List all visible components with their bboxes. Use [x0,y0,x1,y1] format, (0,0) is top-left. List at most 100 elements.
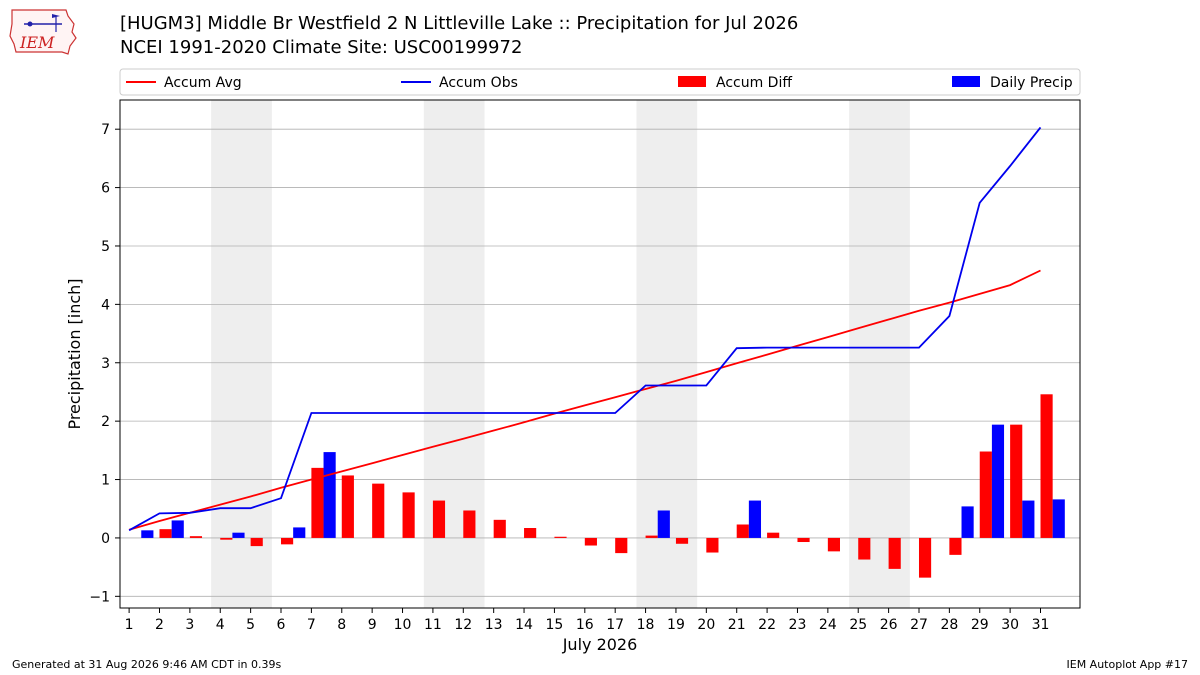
x-tick-label: 5 [246,617,255,633]
legend-label: Accum Obs [439,75,518,91]
chart-title: [HUGM3] Middle Br Westfield 2 N Littlevi… [120,12,798,60]
y-tick-label: 7 [101,122,110,138]
accum-diff-bar [918,537,932,578]
daily-precip-bar [171,520,184,538]
x-tick-label: 21 [728,617,746,633]
accum-diff-bar [736,524,749,538]
daily-precip-bar [141,530,154,538]
x-tick-label: 14 [515,617,533,633]
x-tick-label: 17 [606,617,624,633]
x-tick-label: 28 [940,617,958,633]
y-tick-label: 5 [101,239,110,255]
weekend-shade [211,100,272,608]
accum-diff-bar [250,537,263,547]
legend-swatch [952,76,980,87]
logo-text: IEM [19,33,55,52]
title-line1: [HUGM3] Middle Br Westfield 2 N Littlevi… [120,13,799,34]
legend-box [119,68,1081,96]
y-tick-label: 1 [101,473,110,489]
accum-diff-bar [1010,424,1023,538]
accum-diff-bar [220,537,233,540]
x-tick-label: 30 [1001,617,1019,633]
y-axis-label: Precipitation [inch] [65,278,84,429]
accum-diff-bar [159,529,172,538]
x-tick-label: 8 [337,617,346,633]
legend-label: Daily Precip [990,75,1073,91]
x-tick-label: 19 [667,617,685,633]
daily-precip-bar [991,424,1005,538]
x-tick-label: 4 [216,617,225,633]
y-tick-label: 2 [101,414,110,430]
accum-diff-bar [432,500,446,538]
accum-diff-bar [675,537,689,544]
iem-logo: IEM [8,6,82,58]
daily-precip-bar [1052,499,1065,538]
x-tick-label: 29 [971,617,989,633]
x-tick-label: 25 [849,617,867,633]
iem-logo-graphic: IEM [9,9,77,55]
x-tick-label: 24 [819,617,837,633]
y-tick-label: 3 [101,356,110,372]
accum-diff-bar [554,536,567,538]
daily-precip-bar [232,532,245,538]
accum-diff-bar [311,467,324,538]
accum-obs-line [128,126,1042,532]
y-tick-label: 0 [101,531,110,547]
x-tick-label: 18 [637,617,655,633]
x-tick-label: 6 [277,617,286,633]
accum-diff-bar [979,451,992,538]
x-tick-label: 11 [424,617,442,633]
legend-swatch [678,76,706,87]
accum-diff-bar [858,537,871,560]
daily-precip-bar [961,506,974,538]
daily-precip-bar [748,500,762,538]
accum-diff-bar [615,537,628,554]
daily-precip-bar [323,452,336,538]
accum-diff-bar [584,537,597,546]
accum-diff-bar [341,475,354,538]
x-tick-label: 12 [454,617,472,633]
accum-diff-bar [797,537,810,543]
y-tick-label: 4 [101,297,110,313]
x-tick-label: 16 [576,617,594,633]
x-tick-label: 9 [368,617,377,633]
accum-diff-bar [524,528,537,538]
x-tick-label: 22 [758,617,776,633]
x-tick-label: 31 [1032,617,1050,633]
x-tick-label: 7 [307,617,316,633]
x-tick-label: 3 [185,617,194,633]
y-tick-label: −1 [89,589,110,605]
daily-precip-bar [657,510,670,538]
accum-diff-bar [402,492,415,538]
x-tick-label: 15 [546,617,564,633]
accum-diff-bar [372,483,385,538]
accum-diff-bar [949,537,962,555]
weekend-shade [849,100,910,608]
accum-diff-bar [645,535,658,538]
x-tick-label: 13 [485,617,503,633]
title-line2: NCEI 1991-2020 Climate Site: USC00199972 [120,37,523,58]
daily-precip-bar [1022,500,1035,538]
plot-frame [119,99,1081,609]
generated-timestamp: Generated at 31 Aug 2026 9:46 AM CDT in … [12,658,282,671]
accum-diff-bar [827,537,840,552]
x-axis-label: July 2026 [562,635,638,654]
legend-label: Accum Avg [164,75,242,91]
accum-diff-bar [706,537,719,553]
accum-avg-line [128,269,1041,531]
x-tick-label: 26 [880,617,898,633]
accum-diff-bar [767,532,780,538]
accum-diff-bar [189,536,203,538]
legend-label: Accum Diff [716,75,792,91]
x-tick-label: 2 [155,617,164,633]
x-tick-label: 20 [697,617,715,633]
x-tick-label: 1 [125,617,134,633]
accum-diff-bar [463,510,476,538]
x-tick-label: 23 [789,617,807,633]
accum-diff-bar [493,519,506,538]
x-tick-label: 10 [394,617,412,633]
x-tick-label: 27 [910,617,928,633]
daily-precip-bar [293,527,306,538]
accum-diff-bar [281,537,294,545]
